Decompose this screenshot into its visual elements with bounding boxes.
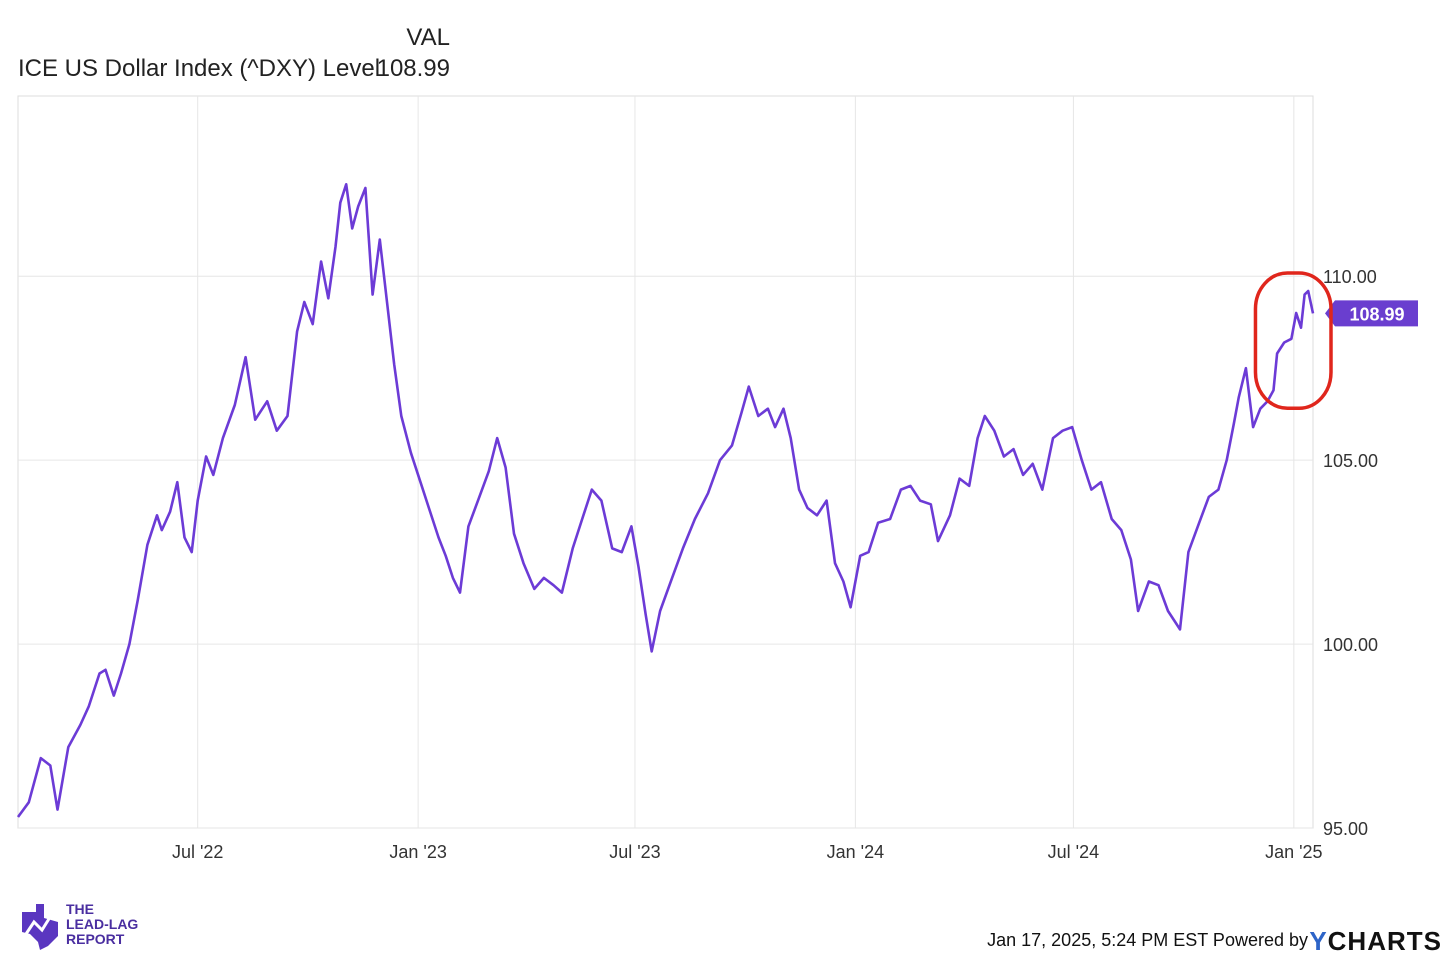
legend-column-header: VAL <box>406 24 450 51</box>
brand-logo-line: REPORT <box>66 931 125 947</box>
x-tick-label: Jul '22 <box>172 842 223 862</box>
y-tick-label: 95.00 <box>1323 819 1368 839</box>
lead-lag-report-logo: THE LEAD-LAG REPORT <box>18 900 158 952</box>
footer-timestamp: Jan 17, 2025, 5:24 PM EST Powered by <box>987 930 1308 950</box>
ycharts-logo-mark: Y <box>1309 926 1328 956</box>
grid-layer <box>17 95 1314 829</box>
annotation-layer <box>1253 271 1333 411</box>
highlight-circle <box>1253 271 1333 411</box>
y-tick-label: 105.00 <box>1323 451 1378 471</box>
x-tick-label: Jan '23 <box>389 842 446 862</box>
brand-logo-text: THE LEAD-LAG REPORT <box>66 902 138 947</box>
ycharts-logo[interactable]: YCHARTS <box>1309 926 1442 957</box>
y-tick-label: 110.00 <box>1323 267 1377 287</box>
ycharts-logo-text: CHARTS <box>1327 926 1442 956</box>
chart-legend: VAL ICE US Dollar Index (^DXY) Level 108… <box>18 24 458 84</box>
texas-map-icon <box>22 904 58 950</box>
legend-series-value: 108.99 <box>376 55 450 82</box>
brand-logo-line: THE <box>66 901 94 917</box>
y-tick-label: 100.00 <box>1323 635 1378 655</box>
last-value-label: 108.99 <box>1349 304 1404 324</box>
x-tick-label: Jan '25 <box>1265 842 1322 862</box>
line-chart: 95.00 100.00 105.00 110.00 Jul '22 Jan '23 Jul… <box>16 95 1418 862</box>
series-layer <box>16 183 1315 818</box>
axis-layer: 95.00 100.00 105.00 110.00 Jul '22 Jan '23 Jul… <box>172 267 1418 862</box>
legend-series-name: ICE US Dollar Index (^DXY) Level <box>18 55 381 82</box>
x-tick-label: Jan '24 <box>827 842 884 862</box>
x-tick-label: Jul '24 <box>1048 842 1099 862</box>
brand-logo-line: LEAD-LAG <box>66 916 139 932</box>
x-tick-label: Jul '23 <box>609 842 660 862</box>
series-line <box>16 183 1315 818</box>
plot-frame <box>17 95 1314 829</box>
last-value-badge <box>1325 300 1418 327</box>
